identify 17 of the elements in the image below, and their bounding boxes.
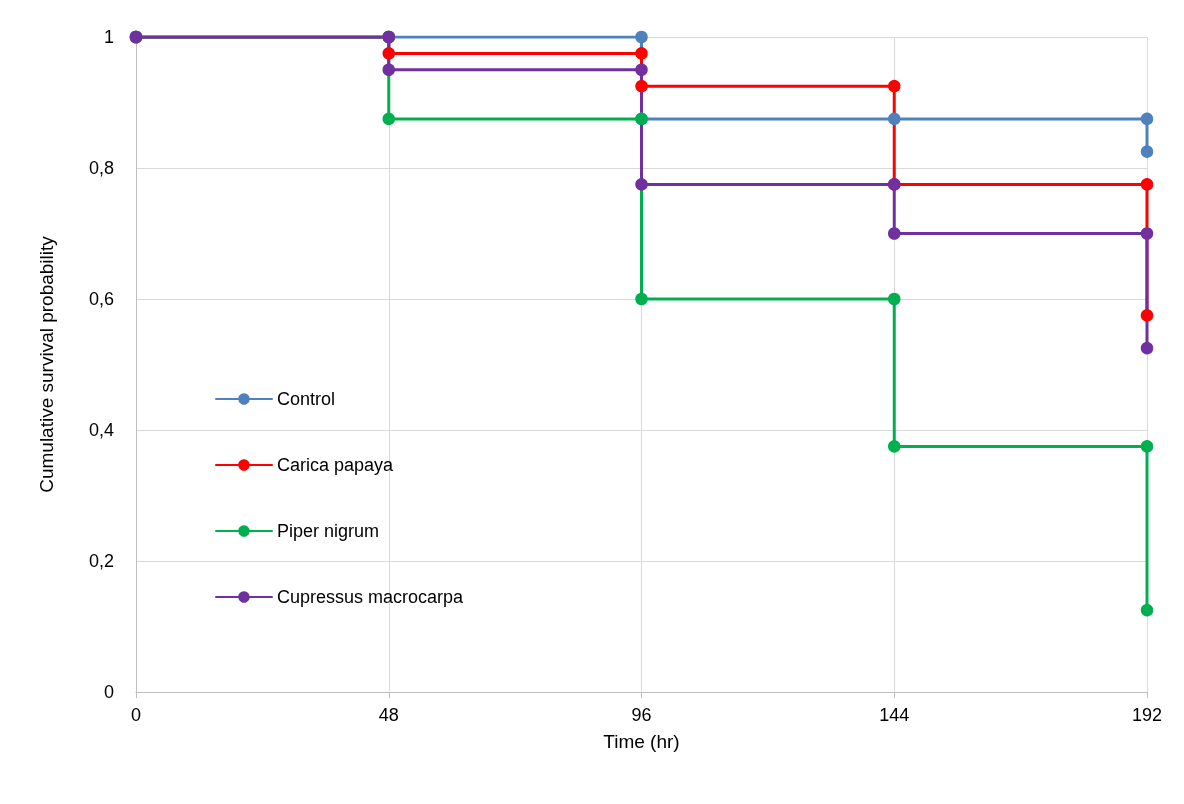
legend-label: Carica papaya xyxy=(277,455,395,475)
y-tick-label: 0,4 xyxy=(88,420,114,440)
legend-label: Cupressus macrocarpa xyxy=(277,587,465,607)
y-tick-label: 0,6 xyxy=(88,289,114,309)
x-tick-label: 192 xyxy=(1131,705,1163,725)
y-tick-label: 1 xyxy=(103,27,114,47)
y-axis-title: Cumulative survival probability xyxy=(36,235,57,493)
y-tick-label: 0,8 xyxy=(88,158,114,178)
x-tick-label: 96 xyxy=(631,705,652,725)
legend-label: Piper nigrum xyxy=(277,521,380,541)
x-tick-label: 48 xyxy=(378,705,399,725)
y-tick-label: 0 xyxy=(103,682,114,702)
legend-label: Control xyxy=(277,389,336,409)
x-tick-label: 0 xyxy=(130,705,142,725)
y-tick-label: 0,2 xyxy=(88,551,114,571)
x-tick-label: 144 xyxy=(879,705,910,725)
x-axis-title: Time (hr) xyxy=(603,731,680,752)
